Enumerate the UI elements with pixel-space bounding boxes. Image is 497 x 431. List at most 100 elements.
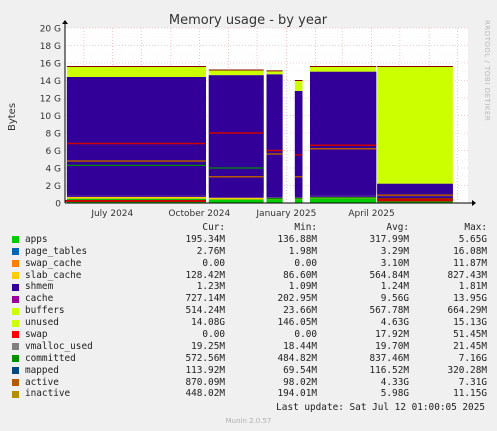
legend-name: mapped [25,364,59,376]
area-shmem [294,196,303,198]
legend-swatch [12,295,19,303]
axes [62,20,476,206]
legend-cur: 1.23M [196,281,225,293]
legend-swatch [12,355,19,363]
y-tick-labels: 0 2 G 4 G 6 G 8 G 10 G 12 G 14 G 16 G 18 G 20 G [40,25,62,210]
area-unused [294,80,303,91]
legend-cur: 128.42M [185,269,225,281]
legend-max: 13.95G [453,293,487,305]
legend-max: 7.31G [458,376,487,388]
legend-min: 98.02M [283,376,317,388]
y-tick-label: 0 [55,200,61,210]
legend-max: 11.15G [453,388,487,400]
x-tick-label: January 2025 [255,209,316,219]
legend-avg: 3.29M [380,245,409,257]
legend-item-active: active 870.09M 98.02M 4.33G 7.31G [12,377,492,389]
area-slab-cache [66,196,206,199]
legend-avg: 564.84M [369,269,409,281]
legend-rows: apps 195.34M 136.88M 317.99M 5.65G page_table… [12,234,492,400]
legend-header-max: Max: [464,222,487,233]
legend-header: Cur: Min: Avg: Max: [12,222,492,234]
legend-item-cache: cache 727.14M 202.95M 9.56G 13.95G [12,293,492,305]
legend-max: 664.29M [447,305,487,317]
legend-name: cache [25,293,54,305]
lines [65,66,453,202]
legend-cur: 870.09M [185,376,225,388]
legend-avg: 5.98G [380,388,409,400]
legend-swatch [12,248,19,256]
area-cache-overlay [310,71,377,193]
area-unused [310,66,377,72]
rrdtool-watermark: RRDTOOL / TOBI OETIKER [483,20,491,122]
legend-name: swap [25,329,48,341]
legend-min: 484.82M [277,352,317,364]
legend-cur: 572.56M [185,352,225,364]
last-update: Last update: Sat Jul 12 01:00:05 2025 [276,402,485,413]
legend-cur: 0.00 [202,329,225,341]
legend-min: 1.98M [288,245,317,257]
legend-header-min: Min: [294,222,317,233]
legend-header-cur: Cur: [202,222,225,233]
legend-min: 0.00 [294,329,317,341]
legend-swatch [12,260,19,268]
legend-cur: 195.34M [185,233,225,245]
legend-avg: 9.56G [380,293,409,305]
legend-avg: 4.33G [380,376,409,388]
legend-item-vmalloc-used: vmalloc_used 19.25M 18.44M 19.70M 21.45M [12,341,492,353]
legend-name: vmalloc_used [25,340,93,352]
legend-name: page_tables [25,245,88,257]
legend-name: shmem [25,281,54,293]
legend-swatch [12,283,19,291]
legend-avg: 1.24M [380,281,409,293]
legend-swatch [12,236,19,244]
areas [66,66,453,203]
x-tick-labels: July 2024 October 2024 January 2025 April 2… [90,209,394,219]
legend-item-swap: swap 0.00 0.00 17.92M 51.45M [12,329,492,341]
legend-max: 16.08M [453,245,487,257]
legend-item-buffers: buffers 514.24M 23.66M 567.78M 664.29M [12,305,492,317]
legend-item-slab-cache: slab_cache 128.42M 86.60M 564.84M 827.43M [12,270,492,282]
area-unused [66,66,206,77]
y-tick-label: 12 G [40,95,61,105]
legend-header-avg: Avg: [386,222,409,233]
legend-name: inactive [25,388,71,400]
legend-swatch [12,343,19,351]
legend-min: 194.01M [277,388,317,400]
y-tick-label: 8 G [45,130,61,140]
y-tick-label: 14 G [40,77,61,87]
y-tick-label: 10 G [40,112,61,122]
chart: Memory usage - by year Bytes 0 2 G 4 G 6 G 8… [7,13,476,219]
legend-avg: 17.92M [375,329,409,341]
legend-max: 7.16G [458,352,487,364]
legend-min: 18.44M [283,340,317,352]
area-cache-overlay [294,91,303,194]
area-shmem [208,196,264,198]
swap-marker [377,199,453,202]
legend-swatch [12,379,19,387]
legend-cur: 14.08G [191,317,225,329]
area-apps [294,199,303,203]
legend-name: buffers [25,305,65,317]
area-apps [377,200,453,203]
legend-cur: 19.25M [191,340,225,352]
legend-swatch [12,367,19,375]
legend-item-shmem: shmem 1.23M 1.09M 1.24M 1.81M [12,281,492,293]
legend-min: 146.05M [277,317,317,329]
legend-item-unused: unused 14.08G 146.05M 4.63G 15.13G [12,317,492,329]
legend-max: 827.43M [447,269,487,281]
legend-avg: 4.63G [380,317,409,329]
legend: Cur: Min: Avg: Max: apps 195.34M 136.88M 31… [12,222,492,400]
y-axis-label: Bytes [7,103,18,131]
legend-item-inactive: inactive 448.02M 194.01M 5.98G 11.15G [12,388,492,400]
area-shmem [310,195,377,197]
legend-cur: 727.14M [185,293,225,305]
area-slab-cache [208,197,264,200]
area-unused [266,70,283,75]
munin-version: Munin 2.0.57 [225,417,272,425]
legend-min: 23.66M [283,305,317,317]
x-tick-label: April 2025 [348,209,394,219]
legend-max: 21.45M [453,340,487,352]
y-tick-label: 2 G [45,182,61,192]
legend-max: 1.81M [458,281,487,293]
legend-min: 0.00 [294,257,317,269]
